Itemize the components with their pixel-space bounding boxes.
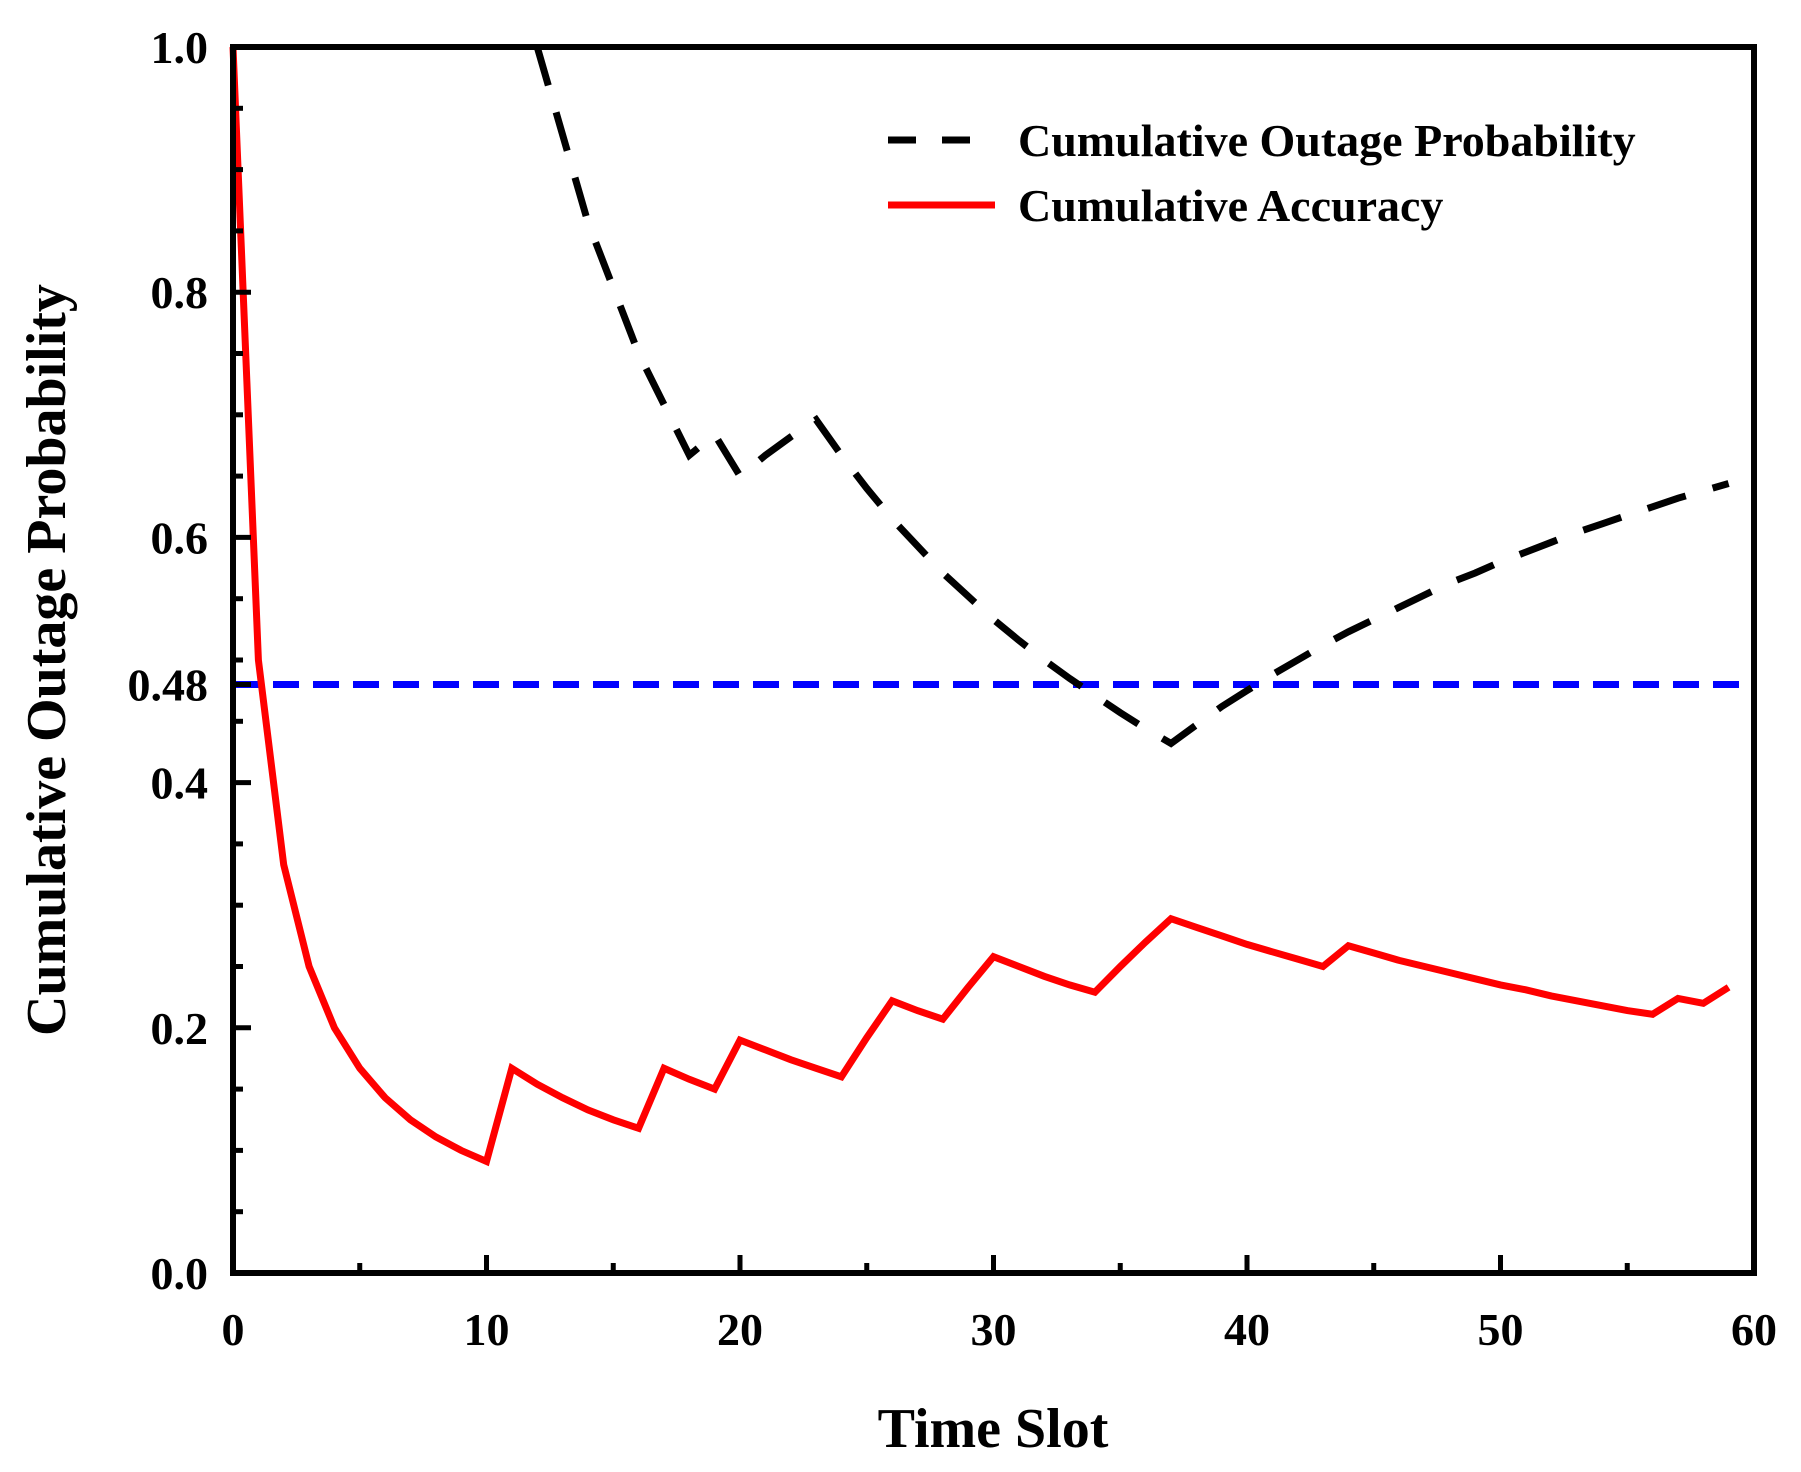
x-tick-label: 10 bbox=[464, 1304, 510, 1355]
x-tick-label: 20 bbox=[717, 1304, 763, 1355]
legend-label-accuracy: Cumulative Accuracy bbox=[1018, 180, 1443, 231]
x-tick-label: 50 bbox=[1478, 1304, 1524, 1355]
y-tick-label: 1.0 bbox=[151, 22, 209, 73]
y-tick-label: 0.4 bbox=[151, 758, 209, 809]
x-tick-label: 30 bbox=[971, 1304, 1017, 1355]
y-tick-label: 0.48 bbox=[128, 660, 209, 711]
y-tick-label: 0.0 bbox=[151, 1248, 209, 1299]
plot-frame bbox=[230, 44, 1757, 1276]
series-line-outage bbox=[533, 46, 1730, 748]
y-tick-label: 0.8 bbox=[151, 267, 209, 318]
legend: Cumulative Outage Probability Cumulative… bbox=[888, 115, 1636, 231]
x-tick-label: 0 bbox=[222, 1304, 245, 1355]
y-axis-title: Cumulative Outage Probability bbox=[16, 284, 78, 1036]
x-axis-title: Time Slot bbox=[878, 1398, 1109, 1460]
series-line-accuracy bbox=[229, 46, 1731, 1167]
x-tick-label: 40 bbox=[1224, 1304, 1270, 1355]
legend-label-outage: Cumulative Outage Probability bbox=[1018, 115, 1636, 166]
y-tick-label: 0.2 bbox=[151, 1003, 209, 1054]
x-tick-label: 60 bbox=[1731, 1304, 1777, 1355]
y-tick-label: 0.6 bbox=[151, 512, 209, 563]
